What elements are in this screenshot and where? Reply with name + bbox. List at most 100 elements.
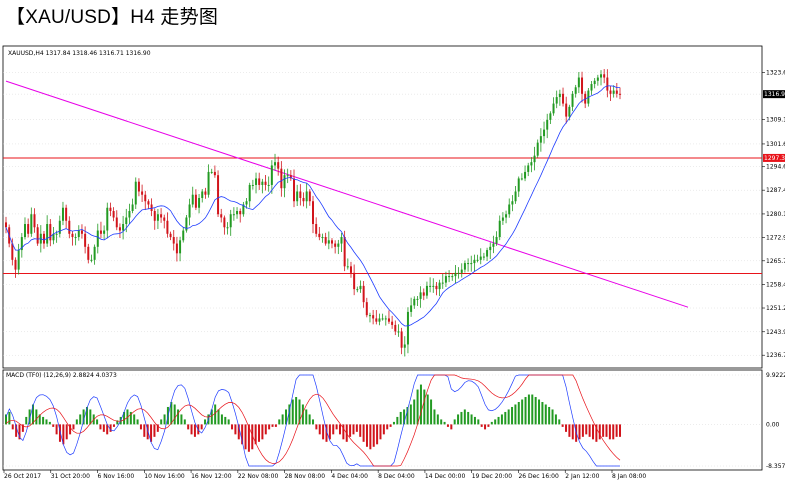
candle-body [239,211,242,215]
macd-histogram-bar [190,424,193,435]
macd-histogram-bar [541,401,544,425]
candle-body [14,259,17,270]
candle-body [577,77,580,88]
candle-body [68,220,71,234]
candle-body [175,243,178,254]
macd-histogram-bar [453,419,456,425]
macd-histogram-bar [96,419,99,425]
time-tick-label: 19 Dec 20:00 [472,473,513,480]
candle-body [115,217,118,228]
candle-body [55,233,58,235]
trendline[interactable] [5,80,689,308]
macd-histogram-bar [133,414,136,425]
macd-histogram-bar [433,409,436,425]
macd-histogram-bar [204,419,207,425]
macd-histogram-bar [440,419,443,425]
candle-body [365,302,368,316]
candle-body [438,282,441,290]
candle-body [394,324,397,332]
candle-body [517,178,520,192]
candle-body [470,263,473,265]
candle-body [156,214,159,221]
macd-histogram-bar [21,424,24,432]
macd-histogram-bar [355,424,358,432]
price-tick-label: 1265.7 [766,258,785,265]
macd-histogram-bar [305,409,308,425]
macd-histogram-bar [187,424,190,430]
candle-body [289,175,292,179]
macd-histogram-bar [619,424,621,437]
macd-histogram-bar [143,424,146,437]
macd-histogram-bar [392,421,395,425]
macd-histogram-bar [473,416,476,425]
macd-histogram-bar [436,414,439,425]
macd-histogram-bar [298,399,301,425]
candle-body [188,204,191,218]
candle-body [87,246,90,260]
candle-body [179,240,182,254]
candle-body [226,227,229,229]
macd-histogram-bar [241,424,244,445]
candle-body [343,237,346,267]
candle-body [245,201,248,205]
candle-body [46,224,49,244]
macd-histogram-bar [403,409,406,425]
candle-body [33,214,36,228]
macd-histogram-bar [494,419,497,425]
macd-histogram-bar [170,401,173,425]
candle-body [362,285,365,303]
price-tick-label: 1251.2 [766,305,785,312]
candle-body [112,211,115,218]
candle-body [264,181,267,185]
candle-body [619,93,621,95]
macd-histogram-bar [38,414,41,425]
candle-body [305,191,308,202]
candle-body [191,194,194,205]
macd-histogram-bar [527,394,530,425]
macd-histogram-bar [565,424,568,432]
candle-body [99,230,102,234]
candle-body [71,233,74,238]
macd-histogram-bar [443,421,446,425]
candle-body [387,318,390,322]
candle-body [422,292,425,296]
candle-body [299,191,302,198]
candle-body [498,220,501,238]
candle-body [30,214,33,234]
price-tick-label: 1287.4 [766,187,785,194]
candle-body [52,233,55,241]
macd-histogram-bar [5,414,7,425]
candle-body [403,344,406,348]
macd-histogram-bar [581,424,584,437]
candle-body [166,220,169,234]
macd-histogram-bar [517,401,520,425]
candle-body [501,217,504,221]
candle-body [349,266,352,273]
macd-histogram-bar [18,424,21,440]
macd-tick-label: 9.9222 [766,372,785,379]
candle-body [223,217,226,228]
candle-body [27,224,30,234]
time-tick-label: 28 Nov 08:00 [285,473,326,480]
macd-histogram-bar [608,424,611,440]
macd-histogram-bar [89,409,92,425]
candle-body [90,259,93,261]
candle-body [356,289,359,291]
last-price-label: 1316.90 [764,91,785,98]
macd-histogram-bar [338,424,341,435]
macd-histogram-bar [197,424,200,435]
macd-histogram-bar [234,424,237,435]
macd-histogram-bar [247,424,250,452]
macd-histogram-bar [460,411,463,425]
candle-body [555,97,558,104]
macd-histogram-bar [116,420,119,425]
candle-body [410,305,413,312]
macd-histogram-bar [217,409,220,425]
candle-body [571,93,574,107]
macd-histogram-bar [534,397,537,425]
macd-histogram-bar [156,424,159,432]
macd-histogram-bar [544,404,547,425]
macd-histogram-bar [352,424,355,435]
moving-average-line [5,85,620,327]
